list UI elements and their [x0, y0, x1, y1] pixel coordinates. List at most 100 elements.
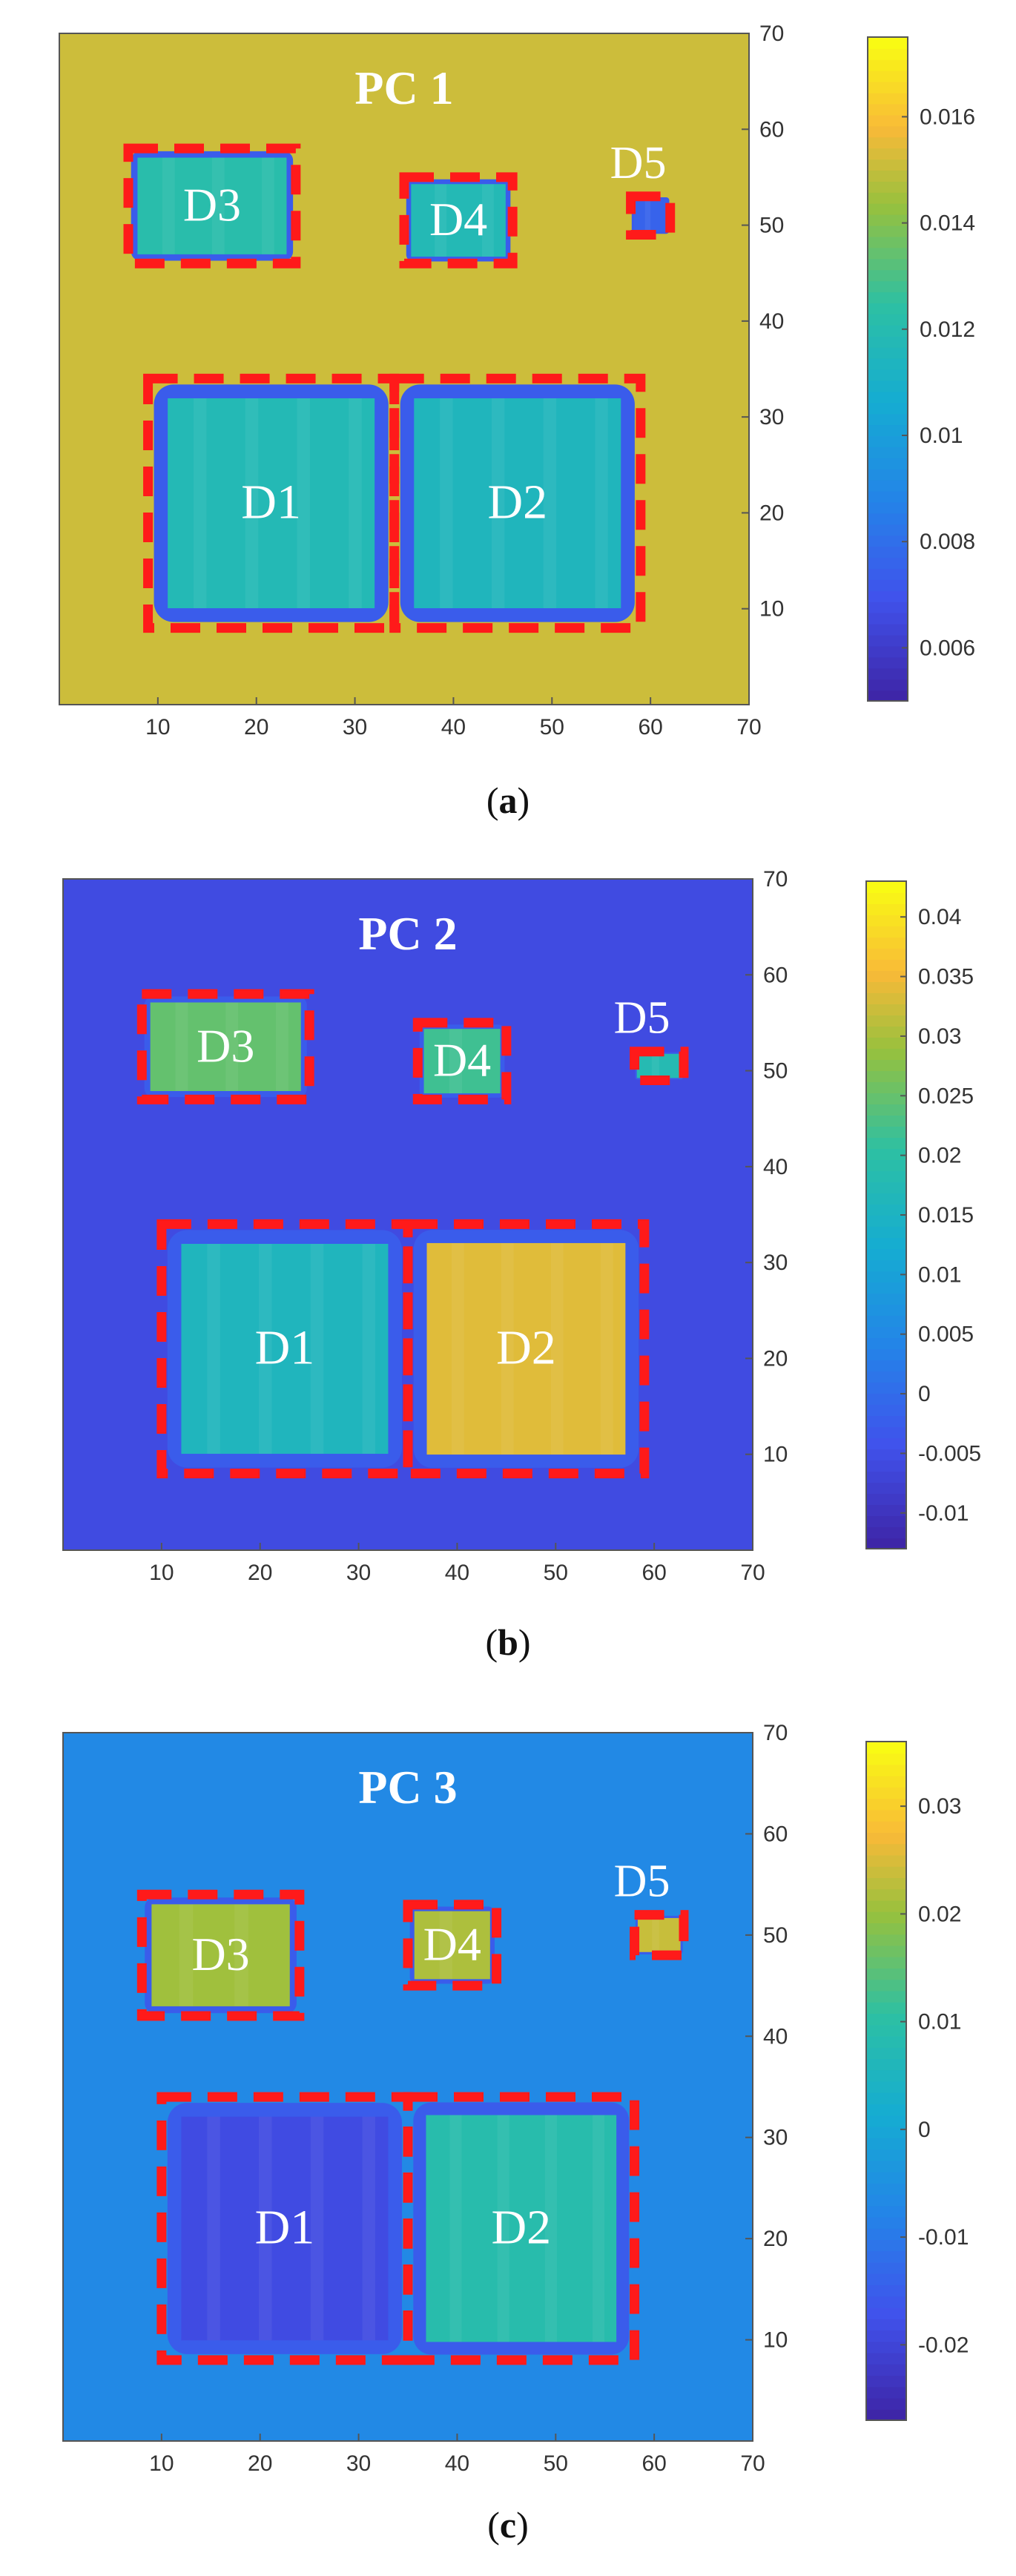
colorbar-segment — [866, 915, 906, 926]
dashed-box-D2 — [389, 373, 646, 633]
colorbar-segment — [866, 2182, 906, 2195]
colorbar-segment — [866, 1404, 906, 1416]
colorbar-segment — [866, 2104, 906, 2116]
colorbar-segment — [868, 92, 908, 105]
colorbar-tick-label: 0.014 — [920, 211, 975, 236]
colorbar-segment — [868, 37, 908, 49]
region-stripe — [651, 1053, 659, 1078]
region-label-D4: D4 — [433, 1034, 491, 1087]
region-stripe — [600, 1242, 613, 1455]
region-stripe — [207, 2116, 220, 2341]
region-label-D5: D5 — [614, 1857, 670, 1907]
region-D5-fill — [633, 199, 667, 232]
colorbar-segment — [866, 1015, 906, 1027]
y-tick-label: 20 — [763, 1346, 788, 1371]
colorbar-segment — [868, 546, 908, 559]
colorbar-segment — [866, 1059, 906, 1071]
colorbar-segment — [866, 1248, 906, 1260]
colorbar-segment — [868, 579, 908, 591]
x-tick-label: 70 — [740, 1561, 765, 1585]
plot-title: PC 1 — [354, 62, 453, 114]
colorbar-segment — [866, 1482, 906, 1494]
colorbar-segment — [868, 303, 908, 314]
colorbar-segment — [866, 1226, 906, 1238]
colorbar-segment — [866, 1315, 906, 1327]
colorbar-segment — [868, 468, 908, 481]
x-tick-label: 70 — [736, 715, 761, 739]
region-D4-fill — [423, 1029, 501, 1094]
region-stripe — [435, 184, 447, 257]
region-label-D1: D1 — [241, 475, 301, 530]
colorbar-segment — [868, 280, 908, 293]
caption-close: ) — [518, 1621, 531, 1663]
colorbar-segment — [868, 70, 908, 82]
region-stripe — [225, 1002, 239, 1091]
colorbar-segment — [866, 2386, 906, 2399]
caption-c: (c) — [0, 2503, 1016, 2546]
colorbar-segment — [866, 2250, 906, 2263]
colorbar-segment — [866, 1911, 906, 1923]
colorbar-segment — [866, 1204, 906, 1216]
colorbar-segment — [866, 1048, 906, 1060]
colorbar-tick-label: 0.01 — [918, 1262, 961, 1287]
colorbar-segment — [866, 1115, 906, 1127]
region-stripe — [501, 1242, 514, 1455]
colorbar-segment — [866, 2160, 906, 2173]
colorbar-tick-label: 0.012 — [920, 317, 975, 342]
colorbar-segment — [866, 1104, 906, 1116]
region-stripe — [175, 1002, 188, 1091]
colorbar-segment — [866, 2227, 906, 2240]
colorbar-segment — [866, 1237, 906, 1249]
colorbar-segment — [866, 1526, 906, 1538]
region-D1-fill — [181, 1244, 389, 1454]
colorbar-segment — [866, 2262, 906, 2274]
colorbar-segment — [866, 892, 906, 904]
colorbar-segment — [866, 1004, 906, 1015]
colorbar-segment — [866, 1081, 906, 1093]
colorbar-segment — [866, 2273, 906, 2285]
region-stripe — [297, 398, 310, 608]
colorbar-tick-label: 0.005 — [918, 1322, 974, 1347]
region-label-D1: D1 — [255, 1321, 315, 1375]
colorbar-segment — [866, 1460, 906, 1472]
colorbar-segment — [866, 1137, 906, 1149]
region-label-D2: D2 — [496, 1321, 556, 1375]
region-D1-fill — [181, 2116, 389, 2341]
colorbar-segment — [868, 634, 908, 647]
region-label-D5: D5 — [610, 138, 667, 188]
region-stripe — [550, 1242, 564, 1455]
colorbar-segment — [866, 1193, 906, 1205]
region-D4-fill — [414, 1911, 490, 1980]
colorbar-segment — [866, 2092, 906, 2104]
region-label-D2: D2 — [487, 475, 547, 530]
colorbar-segment — [866, 1877, 906, 1890]
colorbar-segment — [866, 2341, 906, 2353]
panel-b: D1 D2 D3 D4 D5 PC 2 10 20 30 40 50 60 70 10 20 30 40 50 60… — [0, 846, 1016, 1669]
colorbar-segment — [866, 1348, 906, 1360]
colorbar-segment — [866, 1259, 906, 1271]
colorbar-segment — [866, 2058, 906, 2071]
x-tick-label: 50 — [544, 2451, 568, 2476]
x-tick-label: 30 — [346, 2451, 371, 2476]
colorbar-segment — [868, 103, 908, 116]
colorbar-tick-label: 0.04 — [918, 905, 961, 929]
colorbar-segment — [866, 948, 906, 960]
region-D1-fill — [168, 398, 375, 608]
region-D4-fill — [411, 184, 506, 257]
colorbar-segment — [866, 881, 906, 893]
region-stripe — [449, 1029, 463, 1094]
colorbar-segment — [866, 981, 906, 993]
region-label-D3: D3 — [197, 1019, 254, 1072]
colorbar-segment — [866, 926, 906, 938]
colorbar-segment — [866, 1865, 906, 1878]
colorbar-segment — [866, 2126, 906, 2138]
colorbar-segment — [866, 2307, 906, 2319]
colorbar-segment — [866, 1923, 906, 1935]
colorbar-segment — [866, 1753, 906, 1765]
colorbar-tick-label: -0.02 — [918, 2333, 969, 2357]
colorbar-segment — [866, 2352, 906, 2365]
region-label-D3: D3 — [191, 1928, 249, 1980]
colorbar-tick-label: 0.02 — [918, 1902, 961, 1926]
dashed-box-D4 — [403, 1900, 502, 1991]
colorbar-segment — [868, 424, 908, 436]
